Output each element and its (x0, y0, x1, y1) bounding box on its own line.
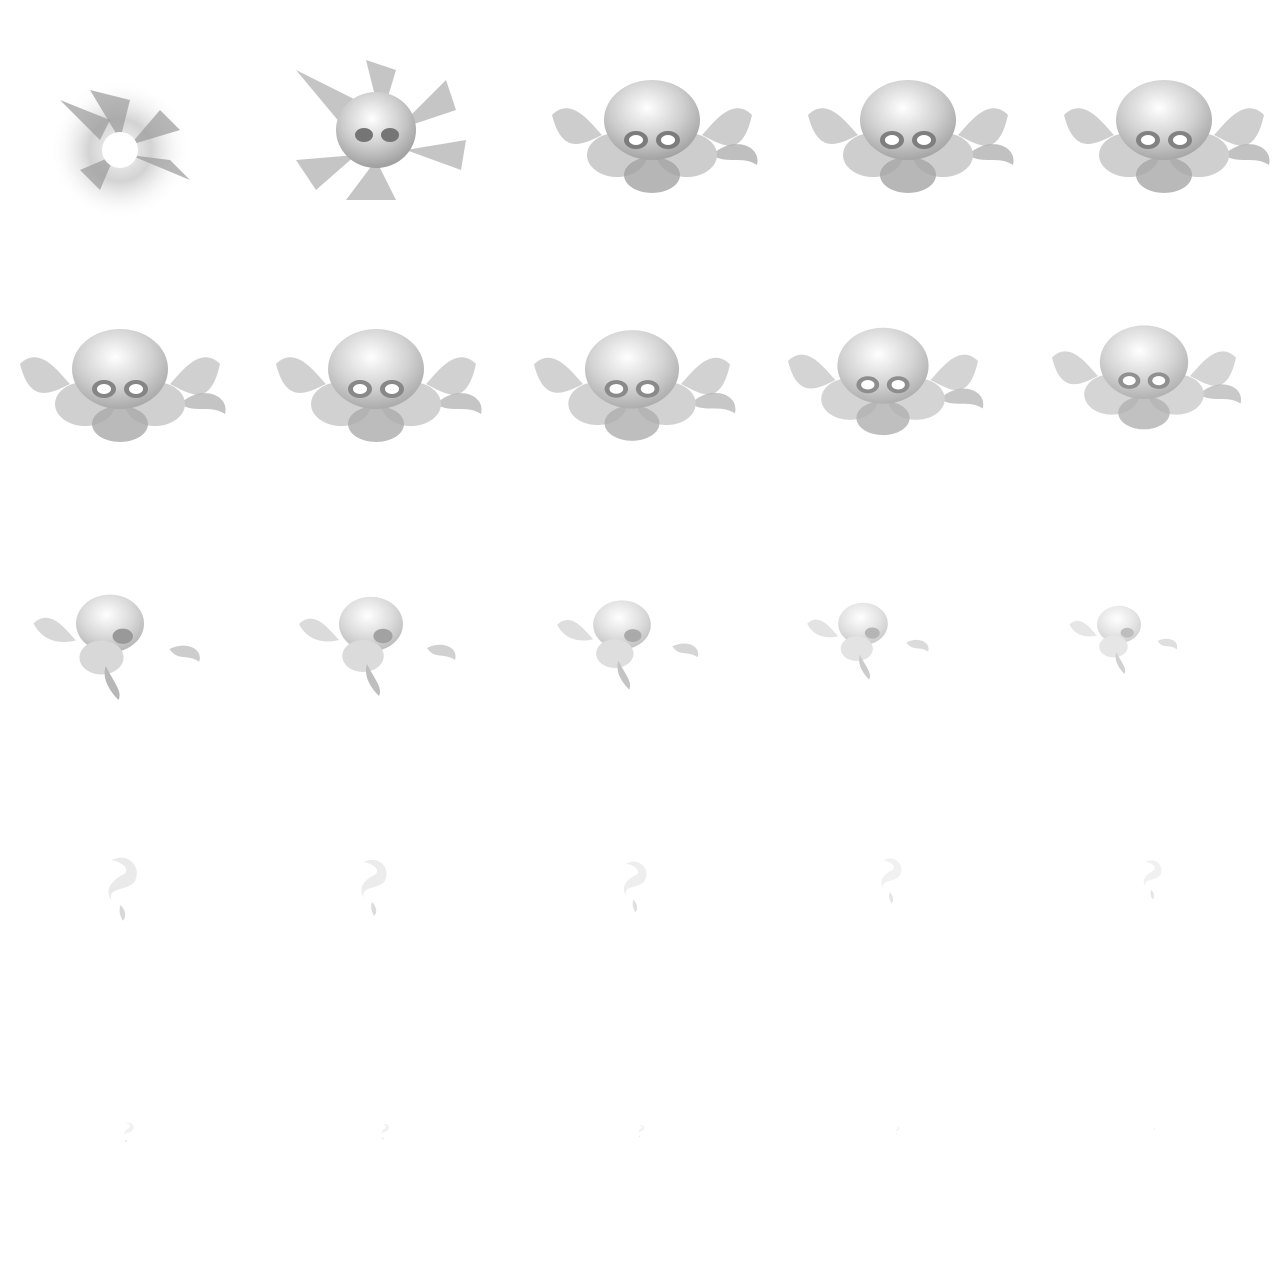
sprite-frame-23-shape (638, 1125, 645, 1137)
sprite-frame-19-graphic (881, 858, 902, 904)
sprite-frame-6-shape (20, 329, 226, 442)
sprite-frame-18-shape (623, 861, 647, 913)
sprite-frame-25-shape (1152, 1127, 1155, 1133)
sprite-frame-2 (256, 0, 512, 256)
sprite-frame-25 (1024, 1024, 1280, 1280)
sprite-frame-23 (512, 1024, 768, 1280)
sprite-frame-17 (256, 768, 512, 1024)
sprite-frame-20 (1024, 768, 1280, 1024)
sprite-frame-16 (0, 768, 256, 1024)
sprite-frame-11-shape (33, 594, 200, 700)
sprite-frame-13 (512, 512, 768, 768)
sprite-frame-19 (768, 768, 1024, 1024)
sprite-frame-2-shape (296, 60, 466, 200)
sprite-frame-23-graphic (638, 1125, 645, 1137)
sprite-frame-14 (768, 512, 1024, 768)
sprite-frame-7-shape (276, 329, 482, 442)
sprite-frame-4-shape (808, 80, 1014, 193)
sprite-frame-15-graphic (1069, 605, 1178, 674)
sprite-frame-21 (0, 1024, 256, 1280)
sprite-frame-1-graphic (50, 80, 190, 220)
sprite-frame-24-graphic (895, 1126, 900, 1135)
sprite-frame-1 (0, 0, 256, 256)
sprite-frame-25-graphic (1152, 1127, 1155, 1133)
sprite-frame-6-graphic (20, 329, 226, 442)
sprite-frame-21-graphic (124, 1122, 134, 1142)
sprite-frame-15 (1024, 512, 1280, 768)
sprite-frame-18-graphic (623, 861, 647, 913)
sprite-frame-22 (256, 1024, 512, 1280)
sprite-frame-20-graphic (1143, 860, 1162, 900)
sprite-frame-5-shape (1064, 80, 1270, 193)
sprite-frame-11-graphic (33, 594, 200, 700)
sprite-frame-22-shape (381, 1123, 389, 1140)
sprite-frame-17-graphic (361, 859, 387, 916)
sprite-frame-1-shape (50, 80, 190, 220)
sprite-frame-8-graphic (534, 330, 736, 441)
sprite-frame-16-graphic (108, 857, 137, 921)
sprite-frame-3-graphic (552, 80, 758, 193)
sprite-frame-7-graphic (276, 329, 482, 442)
sprite-frame-22-graphic (381, 1123, 389, 1140)
sprite-frame-24-shape (895, 1126, 900, 1135)
sprite-frame-21-shape (124, 1122, 134, 1142)
sprite-frame-13-graphic (557, 600, 699, 690)
sprite-frame-16-shape (108, 857, 137, 921)
sprite-frame-12-shape (299, 596, 456, 696)
sprite-frame-20-shape (1143, 860, 1162, 900)
sprite-frame-15-shape (1069, 605, 1178, 674)
sprite-frame-13-shape (557, 600, 699, 690)
sprite-frame-4-graphic (808, 80, 1014, 193)
sprite-frame-5 (1024, 0, 1280, 256)
sprite-frame-11 (0, 512, 256, 768)
sprite-frame-2-graphic (296, 60, 466, 200)
sprite-frame-10 (1024, 256, 1280, 512)
sprite-frame-8-shape (534, 330, 736, 441)
sprite-frame-6 (0, 256, 256, 512)
sprite-frame-12-graphic (299, 596, 456, 696)
sprite-frame-10-shape (1052, 325, 1242, 430)
sprite-frame-9 (768, 256, 1024, 512)
sprite-frame-3 (512, 0, 768, 256)
sprite-frame-4 (768, 0, 1024, 256)
sprite-frame-17-shape (361, 859, 387, 916)
sprite-frame-18 (512, 768, 768, 1024)
sprite-frame-8 (512, 256, 768, 512)
sprite-frame-5-graphic (1064, 80, 1270, 193)
sprite-frame-10-graphic (1052, 325, 1242, 430)
sprite-frame-14-shape (807, 602, 929, 680)
sprite-frame-7 (256, 256, 512, 512)
sprite-frame-19-shape (881, 858, 902, 904)
sprite-frame-12 (256, 512, 512, 768)
sprite-frame-24 (768, 1024, 1024, 1280)
sprite-frame-9-shape (788, 327, 984, 436)
sprite-frame-3-shape (552, 80, 758, 193)
sprite-frame-14-graphic (807, 602, 929, 680)
sprite-frame-9-graphic (788, 327, 984, 436)
